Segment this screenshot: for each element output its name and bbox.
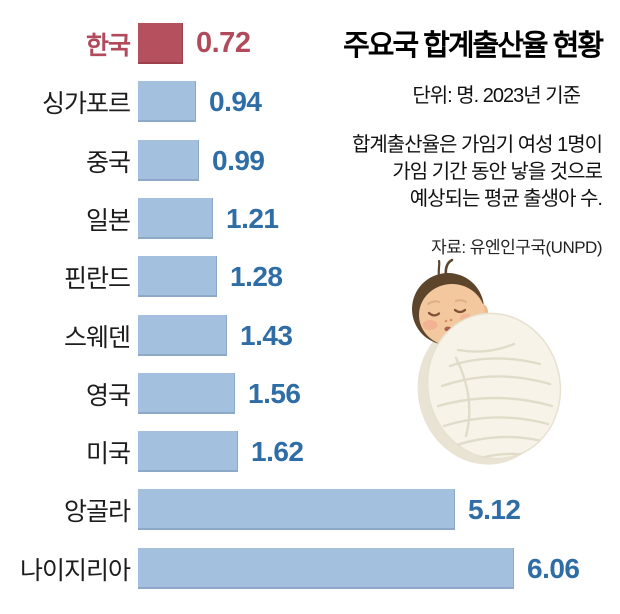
- country-label: 일본: [85, 206, 131, 235]
- value-label: 0.94: [209, 85, 262, 117]
- value-bar: [138, 198, 213, 239]
- value-bar: [138, 256, 217, 297]
- country-label: 앙골라: [63, 497, 131, 526]
- chart-row: 앙골라 5.12: [0, 489, 620, 530]
- country-label: 한국: [85, 31, 131, 60]
- chart-row: 한국 0.72: [0, 23, 620, 64]
- value-label: 1.43: [240, 319, 293, 351]
- chart-row: 중국 0.99: [0, 140, 620, 181]
- country-label: 미국: [85, 439, 131, 468]
- value-bar: [138, 140, 199, 181]
- country-label: 스웨덴: [63, 323, 131, 352]
- country-label: 핀란드: [63, 264, 131, 293]
- chart-row: 미국 1.62: [0, 431, 620, 472]
- value-label: 1.62: [251, 435, 304, 467]
- value-label: 6.06: [527, 552, 580, 584]
- unit-note: 단위: 명. 2023년 기준: [412, 85, 581, 107]
- description-line: 합계출산율은 가임기 여성 1명이: [352, 134, 603, 156]
- value-bar: [138, 548, 514, 589]
- value-bar: [138, 431, 238, 472]
- chart-row: 영국 1.56: [0, 373, 620, 414]
- chart-title: 주요국 합계출산율 현황: [343, 30, 604, 62]
- description-line: 예상되는 평균 출생아 수.: [409, 188, 603, 210]
- value-label: 1.28: [230, 260, 283, 292]
- swaddle-blanket: [426, 312, 562, 463]
- chart-row: 싱가포르 0.94: [0, 81, 620, 122]
- value-bar: [138, 489, 455, 530]
- chart-row: 핀란드 1.28: [0, 256, 620, 297]
- value-label: 1.56: [248, 377, 301, 409]
- value-label: 0.72: [196, 27, 251, 59]
- country-label: 싱가포르: [41, 89, 131, 118]
- value-bar: [138, 23, 183, 64]
- value-bar: [138, 373, 235, 414]
- chart-info-block: 주요국 합계출산율 현황 단위: 명. 2023년 기준 합계출산율은 가임기 …: [262, 22, 604, 258]
- value-bar: [138, 315, 227, 356]
- chart-row: 나이지리아 6.06: [0, 548, 620, 589]
- description-line: 가임 기간 동안 낳을 것으로: [392, 161, 603, 183]
- value-bar: [138, 81, 196, 122]
- chart-description: 합계출산율은 가임기 여성 1명이 가임 기간 동안 낳을 것으로 예상되는 평…: [262, 132, 603, 213]
- value-label: 5.12: [468, 493, 521, 525]
- value-label: 0.99: [212, 144, 265, 176]
- baby-illustration: [412, 258, 562, 465]
- country-label: 나이지리아: [19, 556, 131, 585]
- country-label: 중국: [85, 148, 131, 177]
- country-label: 영국: [85, 381, 131, 410]
- value-label: 1.21: [226, 202, 279, 234]
- chart-row: 일본 1.21: [0, 198, 620, 239]
- source-credit: 자료: 유엔인구국(UNPD): [431, 238, 602, 257]
- chart-row: 스웨덴 1.43: [0, 315, 620, 356]
